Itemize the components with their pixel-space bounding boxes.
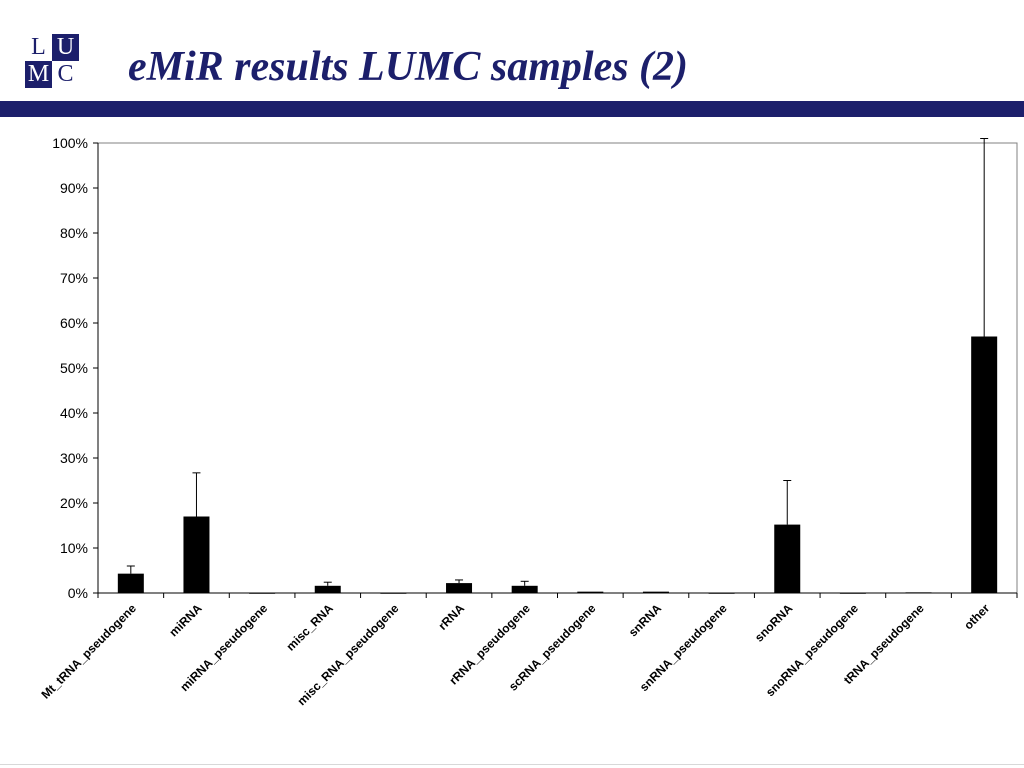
y-tick-label: 90% [60, 180, 88, 196]
x-tick-label: miRNA [166, 601, 204, 639]
bar [380, 592, 407, 594]
y-tick-label: 80% [60, 225, 88, 241]
bar [905, 592, 932, 594]
x-tick-label: misc_RNA [284, 601, 337, 654]
bar [511, 585, 538, 593]
bar [708, 592, 735, 594]
y-tick-label: 50% [60, 360, 88, 376]
y-tick-label: 20% [60, 495, 88, 511]
logo-letter-m: M [25, 61, 52, 88]
y-tick-label: 0% [68, 585, 88, 601]
x-tick-label: rRNA [436, 601, 468, 633]
logo-letter-l: L [31, 34, 46, 60]
slide-title: eMiR results LUMC samples (2) [128, 44, 689, 90]
bar [183, 516, 210, 593]
y-tick-label: 70% [60, 270, 88, 286]
bar [774, 524, 801, 593]
plot-area-frame [97, 142, 1018, 594]
bar [249, 592, 276, 594]
logo-letter-c: C [57, 61, 74, 87]
title-underline-bar [0, 101, 1024, 117]
bar [446, 583, 473, 593]
bar [117, 573, 144, 593]
x-tick-label: snoRNA [752, 601, 796, 645]
x-tick-label: snRNA [626, 601, 664, 639]
bar [577, 591, 604, 593]
bar-chart: 0% 10% 20% 30% 40% 50% 60% 70% 80% 90% 100% Mt_tRNA… [39, 135, 1018, 708]
bar [971, 336, 998, 593]
x-tick-label: other [961, 601, 992, 632]
y-tick-label: 60% [60, 315, 88, 331]
footer-rule [0, 764, 1024, 765]
x-tick-label: Mt_tRNA_pseudogene [39, 601, 140, 702]
y-tick-label: 100% [52, 135, 88, 151]
lumc-logo: L U M C [25, 34, 79, 88]
logo-letter-u: U [52, 34, 79, 61]
y-tick-label: 30% [60, 450, 88, 466]
bar [314, 585, 341, 593]
bar [839, 592, 866, 594]
bar [642, 591, 669, 593]
y-tick-label: 40% [60, 405, 88, 421]
y-tick-label: 10% [60, 540, 88, 556]
